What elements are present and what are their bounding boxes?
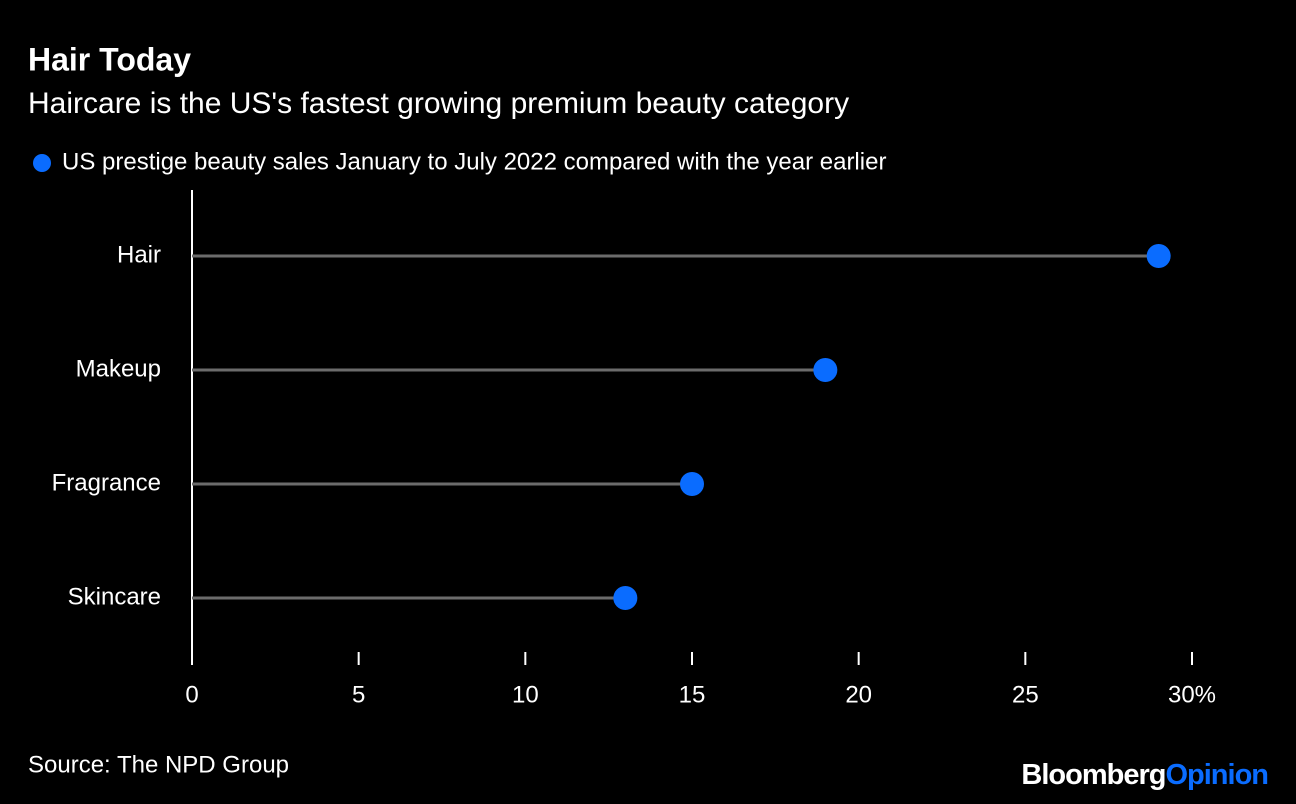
y-tick-label: Makeup (76, 355, 161, 382)
chart-title: Hair Today (28, 41, 191, 77)
y-tick-label: Hair (117, 241, 161, 268)
x-tick-label: 5 (352, 681, 365, 708)
logo: BloombergOpinion (1021, 759, 1268, 791)
dot (680, 472, 704, 496)
x-tick-label: 30% (1168, 681, 1216, 708)
x-tick-label: 20 (845, 681, 872, 708)
x-tick-label: 0 (185, 681, 198, 708)
dot (813, 358, 838, 382)
dot (1146, 244, 1171, 268)
legend-label: US prestige beauty sales January to July… (62, 148, 886, 175)
x-tick-label: 10 (512, 681, 539, 708)
y-tick-label: Skincare (68, 583, 161, 610)
legend-marker (33, 154, 51, 172)
chart-subtitle: Haircare is the US's fastest growing pre… (28, 87, 849, 120)
logo-brand: Bloomberg (1021, 759, 1165, 791)
logo-section: Opinion (1165, 759, 1268, 791)
y-tick-label: Fragrance (52, 469, 161, 496)
x-tick-label: 25 (1012, 681, 1039, 708)
dot (613, 586, 638, 610)
x-tick-label: 15 (679, 681, 706, 708)
source: Source: The NPD Group (28, 751, 289, 778)
